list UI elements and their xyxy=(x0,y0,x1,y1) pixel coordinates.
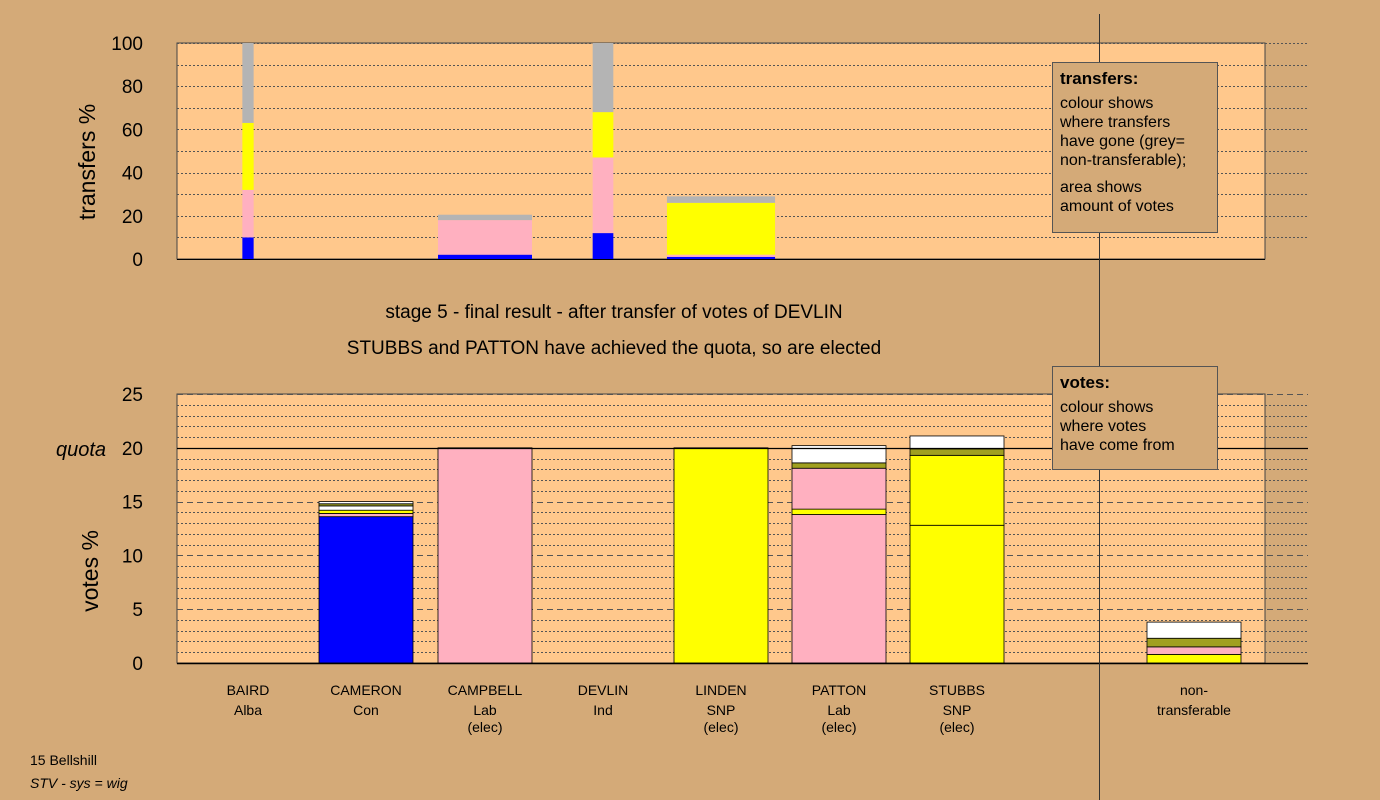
transfer-bar-segment xyxy=(666,202,776,255)
votes-ylabel: votes % xyxy=(77,530,103,612)
candidate-party-label: Lab xyxy=(827,702,851,718)
votes-ytick-label: 10 xyxy=(122,546,143,567)
vote-bar-segment xyxy=(318,505,414,511)
quota-label: quota xyxy=(56,439,106,461)
transfer-bar-segment xyxy=(438,220,532,255)
candidate-elected-label: (elec) xyxy=(467,719,502,735)
votes-legend-title: votes: xyxy=(1060,373,1111,392)
transfers-legend-box: transfers: colour shows where transfers … xyxy=(1052,62,1218,233)
candidate-party-label: transferable xyxy=(1157,702,1231,718)
candidate-party-label: Ind xyxy=(593,702,612,718)
transfers-legend-line: area shows xyxy=(1060,179,1142,196)
transfers-legend-line: amount of votes xyxy=(1060,198,1174,215)
vote-bar-segment xyxy=(318,516,414,664)
candidate-elected-label: (elec) xyxy=(939,719,974,735)
votes-ytick-label: 20 xyxy=(122,439,143,460)
transfers-ytick-label: 20 xyxy=(122,207,143,228)
votes-ytick-label: 25 xyxy=(122,385,143,406)
transfer-bar-segment xyxy=(438,214,532,221)
stage-title: stage 5 - final result - after transfer … xyxy=(385,302,842,323)
votes-legend-line: have come from xyxy=(1060,437,1175,454)
transfers-ytick-label: 40 xyxy=(122,164,143,185)
candidate-name-label: non- xyxy=(1180,682,1208,698)
candidate-name-label: PATTON xyxy=(812,682,866,698)
vote-bar-segment xyxy=(1146,637,1242,648)
transfer-bar-segment xyxy=(666,254,776,257)
vote-bar-segment xyxy=(318,509,414,514)
votes-legend-box: votes: colour shows where votes have com… xyxy=(1052,366,1218,470)
candidate-party-label: SNP xyxy=(943,702,972,718)
candidate-name-label: CAMERON xyxy=(330,682,402,698)
vote-bar-segment xyxy=(909,524,1005,664)
vote-bar-segment xyxy=(791,462,887,469)
transfers-legend-line: non-transferable); xyxy=(1060,152,1187,169)
votes-ytick-label: 5 xyxy=(132,600,143,621)
votes-ytick-label: 0 xyxy=(132,654,143,675)
system-label: STV - sys = wig xyxy=(30,775,128,791)
constituency-label: 15 Bellshill xyxy=(30,752,97,768)
vote-bar-segment xyxy=(318,513,414,518)
candidate-name-label: DEVLIN xyxy=(578,682,629,698)
candidate-party-label: Alba xyxy=(234,702,262,718)
vote-bar-segment xyxy=(1146,621,1242,639)
transfer-bar-segment xyxy=(666,256,776,259)
candidate-elected-label: (elec) xyxy=(821,719,856,735)
vote-bar-segment xyxy=(791,445,887,464)
transfer-bar-segment xyxy=(438,254,532,259)
stage-subtitle: STUBBS and PATTON have achieved the quot… xyxy=(347,338,881,359)
votes-legend-line: colour shows xyxy=(1060,399,1154,416)
transfer-bar-segment xyxy=(242,237,254,259)
transfers-legend-title: transfers: xyxy=(1060,69,1139,88)
transfer-bar-segment xyxy=(242,43,254,123)
transfer-bar-segment xyxy=(242,189,254,238)
votes-ytick-label: 15 xyxy=(122,493,143,514)
vote-bar-segment xyxy=(673,447,769,664)
vote-bar-segment xyxy=(437,447,533,664)
vote-bar-segment xyxy=(909,454,1005,526)
candidate-party-label: Con xyxy=(353,702,379,718)
candidate-name-label: CAMPBELL xyxy=(448,682,523,698)
votes-legend-line: where votes xyxy=(1060,418,1147,435)
transfers-ytick-label: 60 xyxy=(122,120,143,141)
transfer-bar-segment xyxy=(592,112,614,158)
vote-bar-segment xyxy=(318,501,414,505)
transfer-bar-segment xyxy=(592,43,614,113)
transfers-legend-line: have gone (grey= xyxy=(1060,133,1185,150)
transfers-ylabel: transfers % xyxy=(74,104,100,220)
vote-bar-segment xyxy=(791,508,887,515)
transfers-legend-line: where transfers xyxy=(1060,114,1171,131)
vote-bar-segment xyxy=(1146,646,1242,655)
candidate-name-label: STUBBS xyxy=(929,682,985,698)
candidate-name-label: BAIRD xyxy=(227,682,270,698)
transfers-ytick-label: 80 xyxy=(122,77,143,98)
candidate-party-label: Lab xyxy=(473,702,497,718)
vote-bar-segment xyxy=(909,448,1005,456)
vote-bar-segment xyxy=(1146,653,1242,664)
transfer-bar-segment xyxy=(592,233,614,259)
transfers-ytick-label: 100 xyxy=(111,34,143,55)
vote-bar-segment xyxy=(791,467,887,510)
transfer-bar-segment xyxy=(592,157,614,234)
transfers-ytick-label: 0 xyxy=(132,250,143,271)
transfer-bar-segment xyxy=(242,122,254,190)
vote-bar-segment xyxy=(909,435,1005,450)
transfers-legend-line: colour shows xyxy=(1060,95,1154,112)
transfer-bar-segment xyxy=(666,196,776,203)
vote-bar-segment xyxy=(791,514,887,664)
candidate-party-label: SNP xyxy=(707,702,736,718)
candidate-name-label: LINDEN xyxy=(695,682,746,698)
candidate-elected-label: (elec) xyxy=(703,719,738,735)
